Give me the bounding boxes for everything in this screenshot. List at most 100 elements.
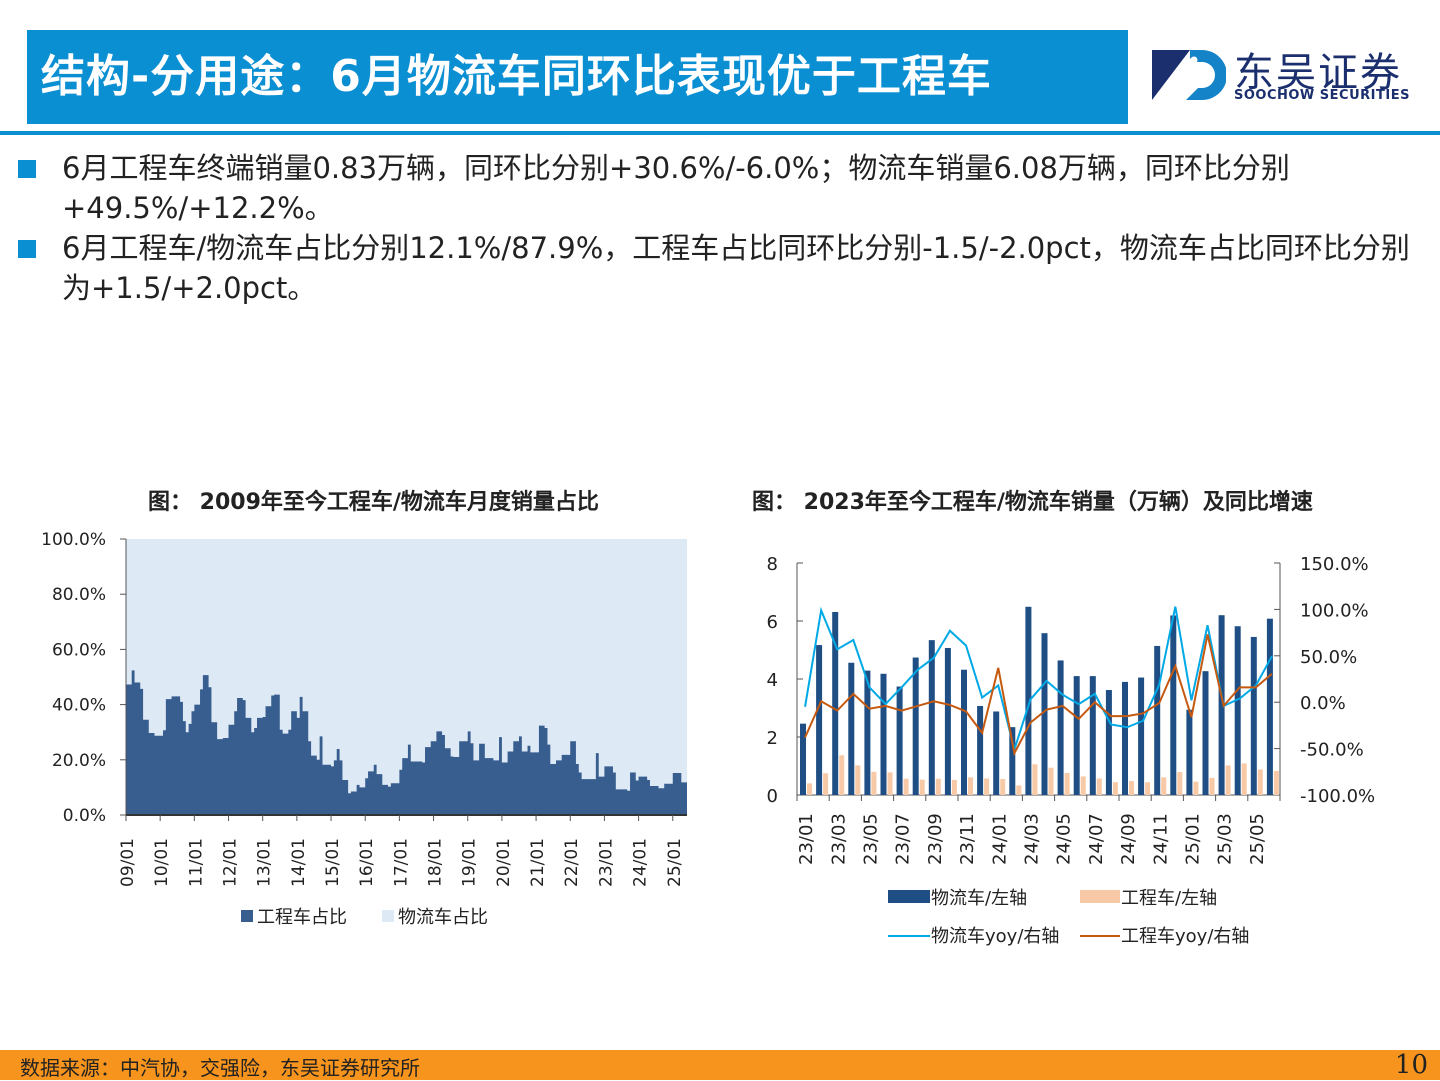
engineering-bar: [807, 783, 812, 795]
logistics-bar: [816, 645, 823, 795]
y-tick-label: 60.0%: [52, 640, 106, 660]
bullet-2: 6月工程车/物流车占比分别12.1%/87.9%，工程车占比同环比分别-1.5/…: [18, 228, 1418, 308]
y-tick-label: 0.0%: [63, 806, 106, 826]
engineering-bar: [1112, 782, 1118, 795]
slide-title: 结构-分用途：6月物流车同环比表现优于工程车: [27, 30, 1128, 124]
x-tick-label: 16/01: [357, 838, 377, 887]
logistics-bar: [1138, 677, 1145, 795]
x-tick-label: 15/01: [323, 838, 343, 887]
logistics-bar: [993, 711, 1000, 795]
x-tick-label: 20/01: [494, 838, 514, 887]
x-tick-label: 23/09: [925, 813, 946, 865]
x-tick-label: 12/01: [221, 838, 241, 887]
logistics-bar: [1202, 671, 1209, 795]
left-tick-label: 4: [767, 670, 778, 691]
logistics-bar: [880, 673, 887, 795]
right-tick-label: 150.0%: [1300, 554, 1369, 575]
logistics-bar: [1250, 636, 1257, 795]
legend-label-engineering: 工程车占比: [257, 907, 347, 928]
engineering-bar: [935, 778, 941, 795]
engineering-bar: [839, 755, 845, 795]
logistics-bar: [1041, 633, 1048, 795]
logistics-bar: [944, 647, 951, 795]
engineering-bar: [871, 771, 877, 795]
x-tick-label: 24/03: [1021, 813, 1042, 865]
y-tick-label: 100.0%: [41, 530, 106, 550]
engineering-bar: [1257, 769, 1263, 795]
x-tick-label: 23/01: [796, 813, 817, 865]
engineering-bar: [1000, 779, 1006, 795]
x-tick-label: 24/07: [1086, 813, 1107, 865]
engineering-bar: [1177, 772, 1183, 795]
bullet-square-icon: [18, 160, 36, 178]
right-tick-label: -100.0%: [1300, 786, 1375, 807]
y-tick-label: 40.0%: [52, 696, 106, 716]
right-tick-label: 50.0%: [1300, 647, 1357, 668]
logo-text-en: SOOCHOW SECURITIES: [1234, 88, 1410, 103]
y-tick-label: 80.0%: [52, 585, 106, 605]
engineering-bar: [1193, 781, 1199, 795]
right-tick-label: 0.0%: [1300, 693, 1346, 714]
x-tick-label: 23/03: [828, 813, 849, 865]
engineering-bar: [1241, 763, 1247, 795]
sales-bar-line-chart: 0 2 4 6 8 -100.0% -50.0% 0.0% 50.0% 100.0% 150.0% 2…: [767, 554, 1376, 947]
x-tick-label: 10/01: [152, 838, 172, 887]
engineering-bar: [1129, 781, 1134, 795]
x-tick-label: 24/05: [1054, 813, 1075, 865]
data-source: 数据来源：中汽协，交强险，东吴证券研究所: [20, 1056, 420, 1080]
logistics-bar: [1170, 615, 1177, 795]
legend-swatch-logistics-bar: [888, 890, 930, 903]
x-tick-label: 21/01: [528, 838, 548, 887]
legend-label: 工程车/左轴: [1121, 888, 1217, 909]
engineering-bar: [1145, 782, 1151, 795]
x-tick-label: 23/05: [860, 813, 881, 865]
logistics-bar: [961, 669, 967, 795]
engineering-bar: [1096, 778, 1102, 795]
logo-text-cn: 东吴证券: [1234, 50, 1402, 96]
left-tick-label: 2: [767, 728, 778, 749]
x-tick-label: 25/01: [1182, 813, 1203, 865]
engineering-bar: [1032, 764, 1038, 795]
x-tick-label: 22/01: [562, 838, 582, 887]
engineering-bar: [968, 777, 973, 795]
engineering-bar: [1016, 785, 1022, 795]
engineering-bar: [903, 778, 909, 795]
legend-swatch-engineering-bar: [1080, 890, 1120, 903]
x-tick-label: 09/01: [118, 838, 138, 887]
left-tick-label: 0: [767, 786, 778, 807]
logistics-bar: [864, 670, 871, 795]
y-tick-label: 20.0%: [52, 751, 106, 771]
logistics-bar: [1089, 676, 1096, 795]
bullet-text: 6月工程车/物流车占比分别12.1%/87.9%，工程车占比同环比分别-1.5/…: [62, 231, 1410, 305]
legend-label: 物流车yoy/右轴: [931, 926, 1059, 947]
engineering-bar: [1209, 777, 1215, 795]
logistics-bar: [896, 686, 903, 795]
engineering-bar: [984, 778, 990, 795]
legend-label-logistics: 物流车占比: [398, 907, 488, 928]
logistics-bar: [832, 612, 839, 795]
x-tick-label: 25/03: [1215, 813, 1236, 865]
header-divider: [0, 131, 1440, 135]
logistics-bar: [1186, 709, 1193, 795]
engineering-bar: [887, 772, 893, 795]
logistics-bar: [1057, 660, 1064, 795]
x-tick-label: 17/01: [391, 838, 411, 887]
x-tick-label: 24/01: [631, 838, 651, 887]
logo-mark-icon: [1152, 50, 1227, 100]
logistics-bar: [1025, 606, 1032, 795]
engineering-yoy-line: [804, 634, 1273, 757]
logistics-yoy-line: [804, 606, 1273, 754]
share-area-chart: 0.0% 20.0% 40.0% 60.0% 80.0% 100.0% 09/01 10/01…: [41, 530, 687, 928]
engineering-bar: [1064, 772, 1070, 795]
legend-label: 工程车yoy/右轴: [1121, 926, 1249, 947]
logistics-bar: [912, 657, 919, 795]
x-tick-label: 25/01: [665, 838, 685, 887]
chart-2-title: 图： 2023年至今工程车/物流车销量（万辆）及同比增速: [752, 490, 1313, 515]
x-tick-label: 23/11: [957, 813, 978, 865]
logistics-bar: [800, 723, 806, 795]
x-tick-label: 23/01: [596, 838, 616, 887]
left-tick-label: 6: [767, 612, 778, 633]
logistics-bar: [977, 705, 984, 795]
left-tick-label: 8: [767, 554, 778, 575]
chart-1-title: 图： 2009年至今工程车/物流车月度销量占比: [148, 490, 599, 515]
